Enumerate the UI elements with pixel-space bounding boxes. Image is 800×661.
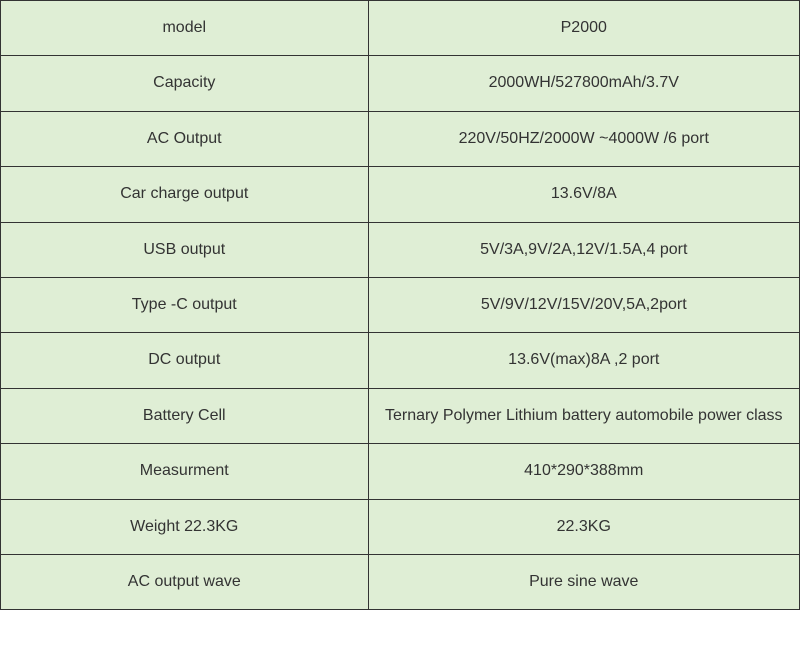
table-row: Measurment 410*290*388mm xyxy=(1,444,800,499)
spec-value: 2000WH/527800mAh/3.7V xyxy=(368,56,799,111)
table-row: Battery Cell Ternary Polymer Lithium bat… xyxy=(1,388,800,443)
spec-table-body: model P2000 Capacity 2000WH/527800mAh/3.… xyxy=(1,1,800,610)
spec-label: Weight 22.3KG xyxy=(1,499,369,554)
table-row: AC output wave Pure sine wave xyxy=(1,554,800,609)
table-row: Weight 22.3KG 22.3KG xyxy=(1,499,800,554)
spec-value: 220V/50HZ/2000W ~4000W /6 port xyxy=(368,111,799,166)
spec-label: Battery Cell xyxy=(1,388,369,443)
table-row: AC Output 220V/50HZ/2000W ~4000W /6 port xyxy=(1,111,800,166)
table-row: model P2000 xyxy=(1,1,800,56)
spec-label: AC Output xyxy=(1,111,369,166)
spec-label: Measurment xyxy=(1,444,369,499)
spec-value: 13.6V/8A xyxy=(368,167,799,222)
spec-label: model xyxy=(1,1,369,56)
spec-value: 5V/3A,9V/2A,12V/1.5A,4 port xyxy=(368,222,799,277)
table-row: Car charge output 13.6V/8A xyxy=(1,167,800,222)
spec-label: USB output xyxy=(1,222,369,277)
spec-value: Pure sine wave xyxy=(368,554,799,609)
spec-label: AC output wave xyxy=(1,554,369,609)
spec-value: 13.6V(max)8A ,2 port xyxy=(368,333,799,388)
spec-value: 22.3KG xyxy=(368,499,799,554)
table-row: DC output 13.6V(max)8A ,2 port xyxy=(1,333,800,388)
spec-table: model P2000 Capacity 2000WH/527800mAh/3.… xyxy=(0,0,800,610)
spec-label: Type -C output xyxy=(1,277,369,332)
table-row: USB output 5V/3A,9V/2A,12V/1.5A,4 port xyxy=(1,222,800,277)
spec-label: Capacity xyxy=(1,56,369,111)
spec-value: 5V/9V/12V/15V/20V,5A,2port xyxy=(368,277,799,332)
spec-value: Ternary Polymer Lithium battery automobi… xyxy=(368,388,799,443)
table-row: Capacity 2000WH/527800mAh/3.7V xyxy=(1,56,800,111)
spec-value: 410*290*388mm xyxy=(368,444,799,499)
spec-value: P2000 xyxy=(368,1,799,56)
spec-label: DC output xyxy=(1,333,369,388)
table-row: Type -C output 5V/9V/12V/15V/20V,5A,2por… xyxy=(1,277,800,332)
spec-label: Car charge output xyxy=(1,167,369,222)
